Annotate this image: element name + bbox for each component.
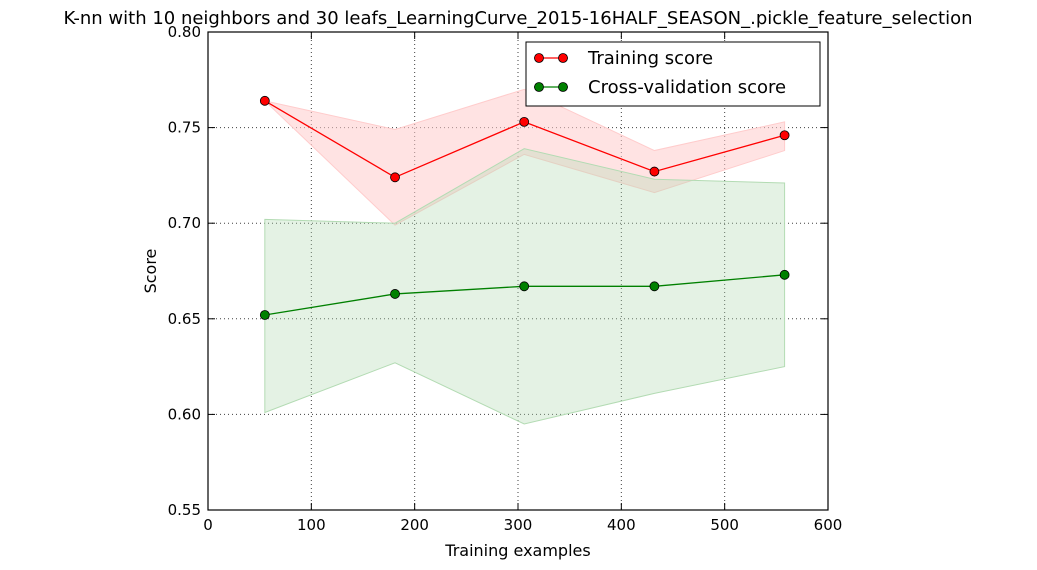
y-tick-label: 0.65 xyxy=(168,310,201,328)
training-score-point xyxy=(649,166,660,177)
legend-training-marker xyxy=(558,53,568,63)
training-score-point xyxy=(519,116,530,127)
x-axis-label: Training examples xyxy=(444,541,590,560)
legend-box xyxy=(525,41,821,107)
y-tick-label: 0.75 xyxy=(168,119,201,137)
cv-score-point xyxy=(259,310,270,320)
legend-training-marker xyxy=(534,53,544,63)
x-tick-label: 0 xyxy=(203,516,213,534)
cv-score-point xyxy=(519,281,530,292)
y-tick-label: 0.60 xyxy=(168,405,201,423)
series-points xyxy=(259,95,790,320)
x-tick-label: 400 xyxy=(607,516,636,534)
x-tick-label: 500 xyxy=(710,516,739,534)
legend-cv-label: Cross-validation score xyxy=(588,77,786,98)
training-score-point xyxy=(390,172,400,183)
chart-title: K-nn with 10 neighbors and 30 leafs_Lear… xyxy=(63,8,972,29)
cv-score-point xyxy=(649,281,660,292)
x-tick-labels: 0 100 200 300 400 500 600 xyxy=(203,516,842,534)
legend-cv-marker xyxy=(558,82,568,92)
grid-lines xyxy=(208,32,828,510)
x-tick-label: 200 xyxy=(400,516,429,534)
y-tick-label: 0.80 xyxy=(168,23,201,41)
cv-score-point xyxy=(779,269,790,280)
training-score-point xyxy=(779,130,790,141)
y-tick-labels: 0.55 0.60 0.65 0.70 0.75 0.80 xyxy=(168,23,201,519)
x-tick-label: 600 xyxy=(814,516,843,534)
legend-cv-marker xyxy=(534,82,544,92)
y-axis-label: Score xyxy=(141,249,160,294)
x-tick-label: 100 xyxy=(297,516,326,534)
cv-score-point xyxy=(390,289,400,299)
axis-ticks xyxy=(207,31,829,511)
legend-training-label: Training score xyxy=(587,48,713,69)
y-tick-label: 0.55 xyxy=(168,501,201,519)
legend: Training score Cross-validation score xyxy=(525,41,821,107)
x-tick-label: 300 xyxy=(504,516,533,534)
y-tick-label: 0.70 xyxy=(168,214,201,232)
confidence-bands xyxy=(263,88,786,425)
training-score-point xyxy=(259,95,270,106)
